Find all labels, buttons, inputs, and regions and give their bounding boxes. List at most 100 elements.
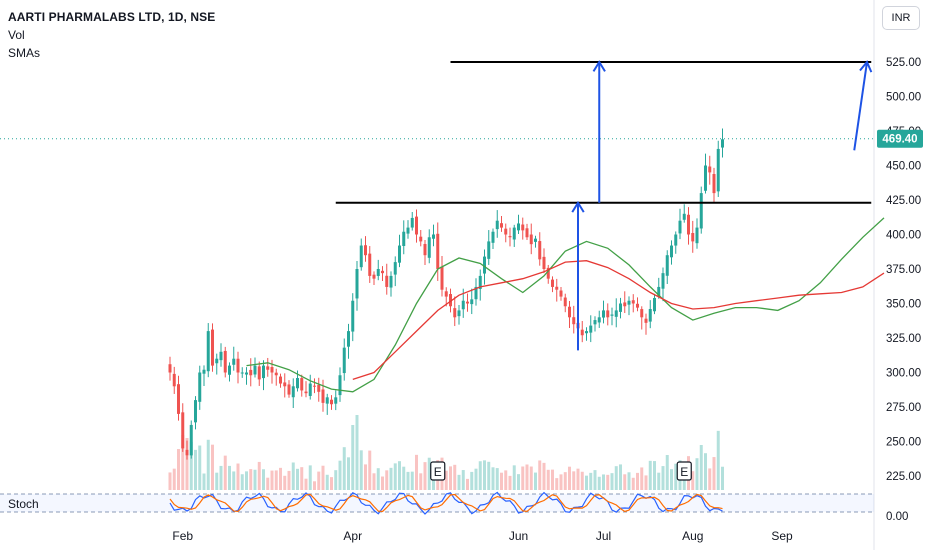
- candle-body: [245, 372, 248, 375]
- candle-body: [449, 294, 452, 307]
- candle-body: [385, 275, 389, 287]
- candle-body: [283, 382, 287, 387]
- volume-bar: [491, 467, 495, 490]
- grid-layer: [0, 0, 875, 550]
- volume-bar: [266, 477, 270, 490]
- volume-bar: [304, 478, 308, 490]
- sma-fast-line: [246, 217, 885, 393]
- last-price-value: 469.40: [882, 134, 917, 146]
- candle-body: [440, 266, 444, 290]
- volume-bar: [512, 465, 516, 490]
- volume-bar: [317, 471, 321, 490]
- candle-body: [325, 397, 329, 404]
- volume-bar: [249, 469, 253, 490]
- candle-body: [274, 372, 278, 376]
- candle-body: [559, 290, 563, 297]
- volume-bar: [410, 471, 414, 490]
- currency-button[interactable]: INR: [882, 6, 920, 30]
- candle-body: [406, 227, 410, 234]
- candle-body: [704, 165, 707, 191]
- candle-body: [402, 231, 406, 246]
- volume-bar: [270, 470, 274, 490]
- time-axis[interactable]: Feb Apr Jun Jul Aug Sep: [172, 529, 793, 543]
- volume-bar: [334, 470, 338, 490]
- candle-body: [466, 301, 469, 304]
- candle-body: [389, 275, 393, 288]
- volume-bar: [202, 473, 206, 490]
- candle-body: [636, 303, 639, 308]
- candle-body: [338, 375, 342, 396]
- candle-body: [376, 269, 380, 276]
- volume-bar: [376, 468, 380, 490]
- candle-body: [257, 366, 261, 380]
- arrow-head: [859, 60, 873, 73]
- volume-bar: [351, 425, 355, 490]
- candle-body: [415, 216, 418, 235]
- candle-body: [691, 233, 695, 242]
- price-axis[interactable]: 225.00 250.00 275.00 300.00 325.00 350.00 375.…: [886, 57, 921, 523]
- candle-body: [525, 228, 529, 238]
- volume-bar: [631, 477, 635, 490]
- candle-body: [529, 234, 533, 245]
- stoch-legend[interactable]: Stoch: [8, 497, 39, 511]
- volume-bar: [721, 466, 724, 490]
- last-price-tag: 469.40: [877, 129, 923, 148]
- candle-body: [427, 237, 431, 258]
- volume-bar: [470, 471, 474, 490]
- candle-body: [678, 220, 682, 234]
- candle-body: [542, 256, 546, 269]
- volume-bar: [521, 466, 525, 490]
- volume-bar: [223, 455, 227, 490]
- volume-bar: [474, 468, 478, 490]
- volume-bar: [419, 473, 423, 490]
- volume-bar: [670, 469, 673, 490]
- volume-bar: [712, 457, 716, 490]
- volume-bar: [355, 415, 359, 490]
- volume-bar: [551, 469, 554, 490]
- volume-legend[interactable]: Vol: [8, 28, 25, 42]
- candle-body: [478, 275, 482, 289]
- volume-bar: [398, 461, 401, 490]
- candle-layer: [168, 128, 724, 460]
- candle-body: [495, 220, 499, 230]
- volume-bar: [368, 450, 372, 490]
- candle-body: [508, 236, 512, 238]
- volume-bar: [415, 454, 418, 490]
- volume-bar: [555, 478, 559, 490]
- price-tick-label: 325.00: [886, 333, 921, 345]
- candle-body: [504, 228, 508, 235]
- volume-bar: [359, 450, 363, 490]
- candle-body: [342, 347, 346, 374]
- candle-body: [627, 300, 631, 305]
- candle-body: [483, 256, 486, 274]
- candle-body: [491, 231, 495, 243]
- volume-bar: [313, 481, 316, 490]
- price-tick-label: 525.00: [886, 57, 921, 69]
- price-tick-label: 400.00: [886, 230, 921, 242]
- volume-bar: [232, 471, 236, 490]
- volume-bar: [228, 465, 231, 490]
- volume-layer: [168, 415, 724, 490]
- candle-body: [589, 325, 593, 333]
- volume-bar: [342, 447, 346, 490]
- candle-body: [249, 369, 253, 376]
- volume-bar: [219, 465, 223, 490]
- volume-bar: [559, 474, 563, 490]
- volume-bar: [610, 473, 614, 490]
- sma-legend[interactable]: SMAs: [8, 46, 41, 60]
- volume-bar: [262, 469, 265, 490]
- time-tick-label: Apr: [343, 529, 362, 543]
- volume-bar: [168, 472, 172, 490]
- volume-bar: [215, 472, 219, 490]
- candle-body: [551, 279, 554, 287]
- price-tick-label: 500.00: [886, 92, 921, 104]
- volume-bar: [291, 462, 295, 490]
- volume-bar: [529, 466, 533, 490]
- candle-body: [682, 213, 686, 220]
- volume-bar: [708, 468, 712, 490]
- volume-bar: [245, 471, 248, 490]
- target-arrow: [853, 61, 868, 151]
- candle-body: [321, 389, 325, 403]
- volume-bar: [661, 466, 665, 490]
